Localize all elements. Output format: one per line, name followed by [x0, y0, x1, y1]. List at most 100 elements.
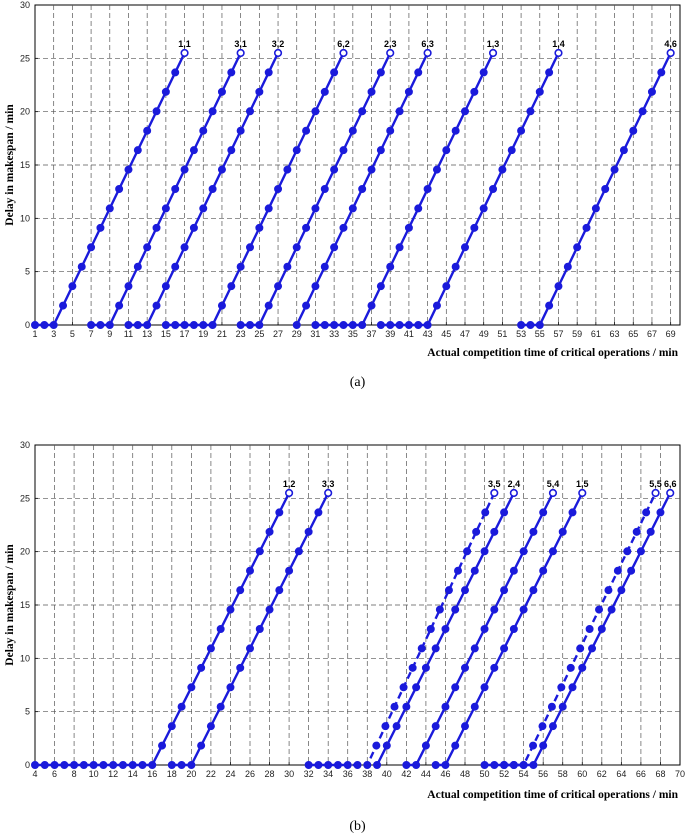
- series-point: [509, 760, 518, 769]
- series-point: [376, 68, 385, 77]
- x-tick-label: 62: [597, 769, 607, 779]
- x-tick-label: 16: [147, 769, 157, 779]
- series-point: [548, 722, 557, 731]
- series-point: [490, 605, 499, 614]
- series-point: [265, 527, 274, 536]
- series-point: [573, 243, 582, 252]
- series-point: [472, 527, 481, 536]
- series-point: [480, 624, 489, 633]
- series-end-marker: [666, 48, 675, 58]
- x-tick-label: 3: [51, 329, 56, 339]
- series-point: [161, 320, 170, 329]
- series-point: [236, 320, 245, 329]
- x-tick-label: 21: [217, 329, 227, 339]
- series-point: [128, 760, 137, 769]
- series-point: [133, 146, 142, 155]
- series-end-marker: [554, 48, 563, 58]
- x-tick-label: 40: [382, 769, 392, 779]
- x-tick-label: 26: [245, 769, 255, 779]
- series-point: [519, 547, 528, 556]
- x-tick-label: 58: [558, 769, 568, 779]
- x-tick-label: 11: [124, 329, 133, 339]
- series-point: [227, 282, 236, 291]
- series-end-marker: [180, 48, 189, 58]
- series-point: [292, 146, 301, 155]
- series-point: [395, 107, 404, 116]
- series-point: [59, 301, 68, 310]
- series-point: [105, 204, 114, 213]
- series-point: [124, 282, 133, 291]
- series-point: [133, 320, 142, 329]
- series-point: [441, 702, 450, 711]
- series-point: [646, 527, 655, 536]
- series-point: [647, 87, 656, 96]
- series-label: 1,2: [283, 479, 296, 489]
- series-point: [199, 204, 208, 213]
- series-point: [432, 301, 441, 310]
- series-point: [386, 320, 395, 329]
- x-tick-label: 66: [636, 769, 646, 779]
- series-point: [367, 87, 376, 96]
- series-point: [470, 87, 479, 96]
- series-point: [529, 760, 538, 769]
- series-point: [390, 702, 399, 711]
- x-tick-label: 9: [107, 329, 112, 339]
- series-point: [451, 683, 460, 692]
- series-point: [423, 320, 432, 329]
- series-point: [167, 760, 176, 769]
- series-point: [563, 262, 572, 271]
- series-point: [330, 165, 339, 174]
- series-point: [275, 586, 284, 595]
- series-point: [404, 87, 413, 96]
- series-point: [426, 624, 435, 633]
- series-point: [304, 760, 313, 769]
- series-point: [236, 663, 245, 672]
- series-point: [124, 320, 133, 329]
- x-tick-label: 7: [89, 329, 94, 339]
- series-point: [613, 566, 622, 575]
- x-tick-label: 33: [329, 329, 339, 339]
- series-point: [208, 185, 217, 194]
- series-point: [217, 165, 226, 174]
- y-axis-label: Delay in makespan / min: [4, 104, 16, 226]
- series-point: [451, 741, 460, 750]
- series-end-marker: [339, 48, 348, 58]
- series-point: [431, 760, 440, 769]
- series-point: [568, 683, 577, 692]
- series-point: [381, 722, 390, 731]
- y-tick-label: 25: [20, 53, 30, 63]
- series-point: [311, 204, 320, 213]
- series-point: [451, 126, 460, 135]
- series-point: [412, 683, 421, 692]
- series-point: [629, 126, 638, 135]
- series-point: [480, 547, 489, 556]
- series-point: [526, 107, 535, 116]
- series-point: [265, 605, 274, 614]
- series-label: 6,3: [421, 39, 434, 49]
- series-label: 2,3: [384, 39, 397, 49]
- series-point: [138, 760, 147, 769]
- series-line-1-5: [435, 492, 584, 767]
- series-point: [177, 702, 186, 711]
- series-point: [330, 243, 339, 252]
- x-tick-label: 48: [460, 769, 470, 779]
- series-point: [507, 146, 516, 155]
- series-label: 3,5: [488, 479, 501, 489]
- series-point: [623, 547, 632, 556]
- series-point: [206, 722, 215, 731]
- series-point: [535, 320, 544, 329]
- series-point: [292, 243, 301, 252]
- series-point: [236, 262, 245, 271]
- series-point: [143, 126, 152, 135]
- series-point: [246, 320, 255, 329]
- x-tick-label: 61: [591, 329, 601, 339]
- x-tick-label: 8: [72, 769, 77, 779]
- series-point: [311, 320, 320, 329]
- series-label: 5,4: [547, 479, 560, 489]
- series-point: [517, 320, 526, 329]
- series-point: [339, 320, 348, 329]
- series-point: [517, 126, 526, 135]
- series-point: [171, 262, 180, 271]
- series-point: [500, 760, 509, 769]
- series-point: [311, 282, 320, 291]
